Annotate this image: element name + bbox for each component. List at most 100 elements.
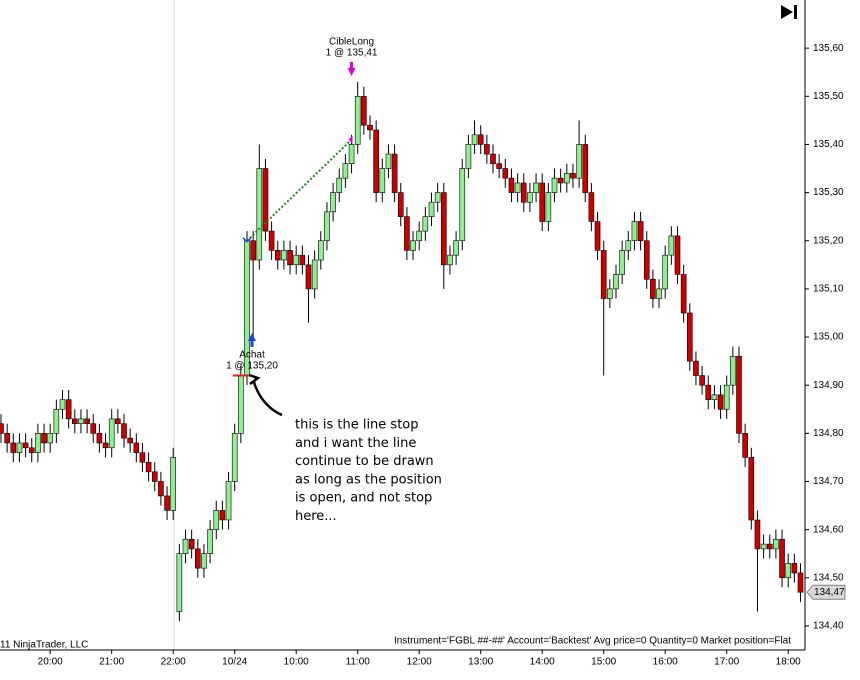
candle-body xyxy=(797,572,804,593)
candle-body xyxy=(115,418,121,425)
candle-body xyxy=(557,177,564,184)
y-tick-label: 135,40 xyxy=(813,139,844,150)
candle-body xyxy=(736,355,742,434)
candle-body xyxy=(582,144,589,193)
plot-area xyxy=(0,81,804,622)
candle-body xyxy=(207,529,213,555)
candle-body xyxy=(274,250,281,261)
annotation-line: is open, and not stop xyxy=(295,491,432,506)
candle-body xyxy=(16,442,23,453)
candle-body xyxy=(459,168,466,242)
candle-body xyxy=(520,182,527,203)
candle-body xyxy=(440,192,447,266)
x-tick-label: 15:00 xyxy=(591,657,616,668)
candle-body xyxy=(693,360,699,376)
candle-body xyxy=(656,288,662,299)
candle-body xyxy=(22,442,29,449)
candle-body xyxy=(711,394,718,400)
candle-body xyxy=(293,254,300,266)
candle-body xyxy=(231,433,238,482)
candle-body xyxy=(281,250,287,261)
x-tick-label: 20:00 xyxy=(38,657,63,668)
candle-body xyxy=(354,95,361,145)
candle-body xyxy=(563,173,570,184)
candle-body xyxy=(447,254,453,266)
candle-body xyxy=(779,538,785,579)
candle-body xyxy=(4,433,10,444)
candle-body xyxy=(108,418,115,449)
copyright: 11 NinjaTrader, LLC xyxy=(0,640,88,651)
x-tick-label: 12:00 xyxy=(407,657,432,668)
candle-body xyxy=(502,168,509,179)
candle-body xyxy=(324,211,330,242)
candle-body xyxy=(84,418,90,425)
y-tick-label: 135,20 xyxy=(813,235,844,246)
x-tick-label: 10/24 xyxy=(222,657,247,668)
candle-body xyxy=(625,240,632,251)
candle-body xyxy=(773,538,779,550)
candle-body xyxy=(348,144,355,165)
candle-body xyxy=(391,153,398,193)
candle-body xyxy=(404,216,410,251)
y-tick-label: 134,90 xyxy=(813,380,844,391)
candle-body xyxy=(121,423,127,439)
candle-body xyxy=(588,192,595,222)
toolbar-icon[interactable] xyxy=(781,5,797,19)
annotation-line: here... xyxy=(295,509,337,524)
candle-body xyxy=(262,168,269,232)
candle-body xyxy=(533,182,539,193)
candle-body xyxy=(219,510,226,521)
candle-body xyxy=(570,173,576,179)
candle-body xyxy=(53,408,60,434)
y-tick-label: 135,50 xyxy=(813,91,844,102)
last-price-tag xyxy=(806,584,846,600)
y-tick-label: 134,60 xyxy=(813,524,844,535)
candle-body xyxy=(213,510,220,530)
exit-arrow xyxy=(347,62,356,76)
candle-body xyxy=(397,192,404,217)
hand-arrowhead xyxy=(248,373,261,385)
annotation-line: continue to be drawn xyxy=(295,454,434,469)
candle-body xyxy=(471,134,478,145)
candle-body xyxy=(59,399,66,410)
candle-body xyxy=(10,442,17,453)
candle-body xyxy=(539,182,546,222)
candle-body xyxy=(680,274,687,314)
candle-body xyxy=(336,177,343,193)
candle-body xyxy=(195,548,201,569)
candle-body xyxy=(268,230,275,251)
candle-body xyxy=(496,163,502,169)
annotation-line: as long as the position xyxy=(295,472,442,487)
candle-body xyxy=(607,288,613,299)
entry-label: Achat xyxy=(239,350,265,361)
candle-body xyxy=(699,375,705,386)
x-tick-label: 13:00 xyxy=(468,657,493,668)
candle-body xyxy=(102,442,109,449)
candle-body xyxy=(484,144,490,155)
candle-body xyxy=(717,394,724,410)
exit-label: CibleLong xyxy=(329,37,374,48)
candle-body xyxy=(600,250,607,299)
entry-arrow xyxy=(248,333,256,347)
candle-body xyxy=(428,201,435,217)
exit-text: 1 @ 135,41 xyxy=(326,48,378,59)
annotation-line: this is the line stop xyxy=(295,418,419,433)
candle-body xyxy=(643,240,650,280)
candle-body xyxy=(330,192,336,213)
candle-body xyxy=(90,423,97,434)
candle-body xyxy=(35,433,41,453)
candle-body xyxy=(127,437,133,444)
candle-body xyxy=(305,264,312,290)
candle-body xyxy=(742,433,748,458)
candle-body xyxy=(151,471,158,482)
candle-body xyxy=(250,240,256,261)
candle-body xyxy=(379,168,386,193)
candle-body xyxy=(631,221,638,242)
candle-body xyxy=(361,95,367,126)
candle-body xyxy=(410,240,416,251)
y-tick-label: 135,00 xyxy=(813,332,844,343)
candle-body xyxy=(238,375,244,434)
trade-line xyxy=(246,138,353,242)
x-tick-label: 18:00 xyxy=(776,657,801,668)
